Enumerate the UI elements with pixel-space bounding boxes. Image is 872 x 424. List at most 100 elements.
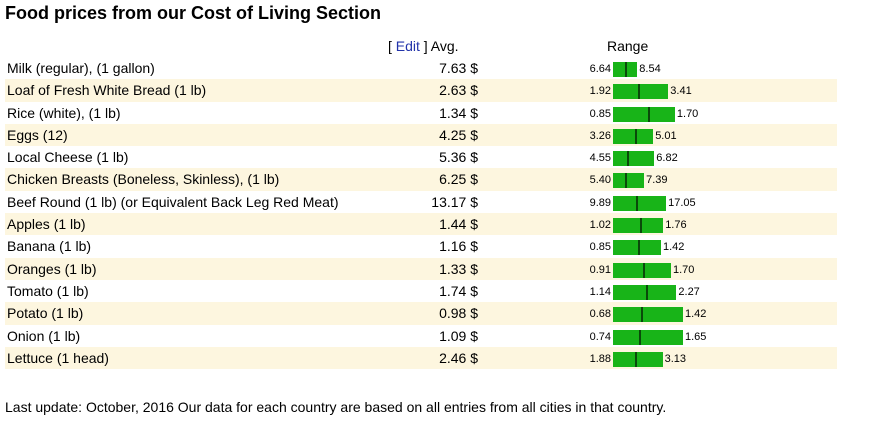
item-name: Apples (1 lb): [7, 216, 86, 233]
price-range: 6.64 8.54: [581, 62, 661, 77]
range-low-label: 0.91: [589, 263, 611, 276]
average-marker: [635, 351, 638, 367]
item-average-price: 1.33 $: [439, 260, 478, 277]
price-table: Milk (regular), (1 gallon) 7.63 $ 6.64 8.54…: [5, 57, 837, 370]
range-high-label: 3.41: [670, 85, 692, 98]
average-marker: [636, 195, 639, 211]
item-name: Chicken Breasts (Boneless, Skinless), (1…: [7, 171, 280, 188]
average-marker: [640, 307, 643, 323]
table-row: Tomato (1 lb) 1.74 $ 1.14 2.27: [5, 280, 837, 302]
average-marker: [640, 218, 643, 234]
item-average-price: 2.46 $: [439, 349, 478, 366]
range-bar: [613, 329, 683, 345]
item-name: Milk (regular), (1 gallon): [7, 60, 155, 76]
range-bar: [613, 106, 675, 122]
range-high-label: 1.70: [673, 263, 695, 276]
table-row: Local Cheese (1 lb) 5.36 $ 4.55 6.82: [5, 146, 837, 168]
range-high-label: 2.27: [678, 285, 700, 298]
table-row: Lettuce (1 head) 2.46 $ 1.88 3.13: [5, 346, 837, 370]
range-low-label: 1.02: [589, 219, 611, 232]
average-marker: [642, 262, 645, 278]
table-row: Apples (1 lb) 1.44 $ 1.02 1.76: [5, 213, 837, 236]
item-average-price: 5.36 $: [439, 149, 478, 166]
average-marker: [624, 62, 627, 77]
item-name: Banana (1 lb): [7, 238, 92, 255]
table-row: Rice (white), (1 lb) 1.34 $ 0.85 1.70: [5, 102, 837, 124]
table-row: Potato (1 lb) 0.98 $ 0.68 1.42: [5, 302, 837, 325]
range-bar: [613, 173, 645, 189]
item-average-price: 1.34 $: [439, 104, 478, 121]
price-range: 1.88 3.13: [581, 351, 687, 367]
average-marker: [647, 106, 650, 122]
price-range: 0.91 1.70: [581, 262, 695, 278]
price-range: 0.85 1.42: [581, 240, 684, 256]
price-range: 1.14 2.27: [581, 284, 700, 300]
range-low-label: 1.92: [589, 85, 611, 98]
range-high-label: 1.65: [685, 330, 707, 343]
price-range: 9.89 17.05: [581, 195, 696, 211]
item-name: Tomato (1 lb): [7, 282, 89, 299]
item-name: Loaf of Fresh White Bread (1 lb): [7, 82, 207, 99]
range-high-label: 1.70: [676, 107, 699, 120]
range-bar: [613, 307, 683, 323]
range-high-label: 1.76: [665, 219, 687, 232]
range-bar: [613, 62, 638, 77]
range-low-label: 1.14: [589, 285, 611, 298]
item-average-price: 7.63 $: [439, 60, 478, 76]
avg-header-label: ] Avg.: [419, 38, 459, 54]
range-low-label: 0.68: [589, 308, 611, 321]
price-range: 3.26 5.01: [581, 128, 677, 144]
item-average-price: 6.25 $: [439, 171, 478, 188]
range-bar: [613, 284, 677, 300]
price-range: 5.40 7.39: [581, 173, 668, 189]
item-name: Oranges (1 lb): [7, 260, 97, 277]
price-range: 4.55 6.82: [581, 151, 678, 167]
range-low-label: 0.85: [589, 107, 611, 120]
page-title: Food prices from our Cost of Living Sect…: [5, 3, 382, 23]
item-average-price: 1.74 $: [439, 282, 478, 299]
range-column-header: Range: [607, 38, 649, 54]
range-bar: [613, 351, 663, 367]
price-range: 0.85 1.70: [581, 106, 699, 122]
table-row: Beef Round (1 lb) (or Equivalent Back Le…: [5, 191, 837, 213]
item-average-price: 1.16 $: [439, 238, 478, 255]
range-low-label: 9.89: [589, 196, 611, 209]
range-high-label: 8.54: [639, 63, 661, 75]
table-row: Chicken Breasts (Boneless, Skinless), (1…: [5, 168, 837, 191]
item-name: Local Cheese (1 lb): [7, 149, 129, 166]
range-high-label: 6.82: [656, 152, 678, 165]
table-row: Oranges (1 lb) 1.33 $ 0.91 1.70: [5, 257, 837, 280]
price-range: 1.02 1.76: [581, 218, 687, 234]
range-high-label: 1.42: [685, 308, 707, 321]
range-high-label: 17.05: [668, 196, 696, 209]
edit-link[interactable]: Edit: [395, 38, 420, 54]
item-average-price: 1.44 $: [439, 216, 478, 233]
range-bar: [613, 240, 661, 256]
last-update-note: Last update: October, 2016 Our data for …: [5, 399, 667, 415]
average-marker: [634, 128, 637, 144]
range-bar: [613, 195, 667, 211]
range-bar: [613, 262, 671, 278]
range-bar: [613, 218, 664, 234]
item-name: Onion (1 lb): [7, 327, 81, 344]
item-name: Eggs (12): [7, 126, 68, 143]
average-marker: [639, 329, 642, 345]
table-row: Loaf of Fresh White Bread (1 lb) 2.63 $ 1.…: [5, 79, 837, 102]
range-low-label: 6.64: [589, 63, 611, 75]
range-low-label: 1.88: [589, 352, 611, 365]
range-bar: [613, 128, 654, 144]
range-high-label: 7.39: [646, 174, 668, 187]
item-average-price: 2.63 $: [439, 82, 478, 99]
price-range: 0.68 1.42: [581, 307, 707, 323]
average-marker: [645, 284, 648, 300]
price-range: 0.74 1.65: [581, 329, 707, 345]
table-row: Banana (1 lb) 1.16 $ 0.85 1.42: [5, 235, 837, 257]
range-low-label: 3.26: [589, 129, 611, 142]
average-marker: [625, 173, 628, 189]
range-high-label: 5.01: [655, 129, 677, 142]
range-bar: [613, 151, 655, 167]
range-low-label: 4.55: [589, 152, 611, 165]
range-high-label: 3.13: [664, 352, 687, 365]
table-row: Milk (regular), (1 gallon) 7.63 $ 6.64 8.54: [5, 57, 837, 79]
range-low-label: 0.74: [589, 330, 611, 343]
